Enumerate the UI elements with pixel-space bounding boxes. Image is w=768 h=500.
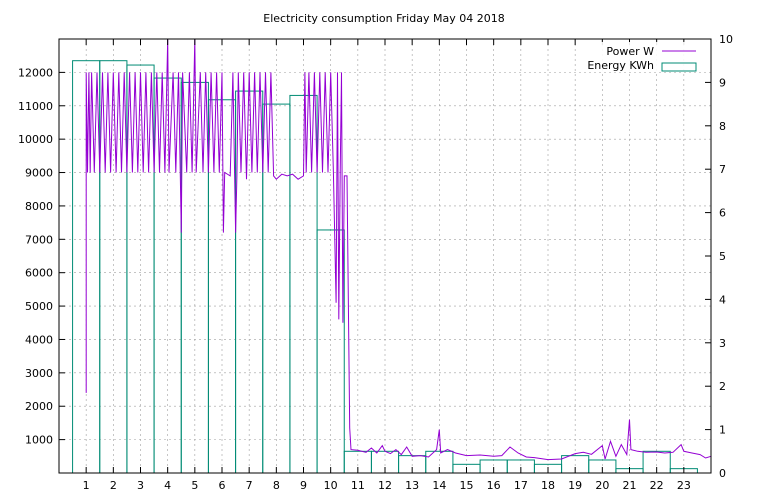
x-tick-label: 15 <box>460 479 474 492</box>
x-tick-label: 14 <box>432 479 446 492</box>
y-tick-label: 6000 <box>25 267 53 280</box>
y2-tick-label: 3 <box>719 337 726 350</box>
y2-tick-label: 4 <box>719 293 726 306</box>
x-tick-label: 1 <box>83 479 90 492</box>
y2-tick-label: 1 <box>719 424 726 437</box>
x-tick-label: 9 <box>300 479 307 492</box>
x-tick-label: 19 <box>568 479 582 492</box>
y2-tick-label: 7 <box>719 163 726 176</box>
legend-swatch-energy <box>661 62 697 72</box>
y-tick-label: 11000 <box>18 100 53 113</box>
x-tick-label: 12 <box>378 479 392 492</box>
legend-label-power: Power W <box>606 45 654 58</box>
legend-box <box>585 42 705 72</box>
x-tick-label: 11 <box>351 479 365 492</box>
x-tick-label: 10 <box>324 479 338 492</box>
x-tick-label: 6 <box>219 479 226 492</box>
y-tick-label: 1000 <box>25 434 53 447</box>
x-tick-label: 18 <box>541 479 555 492</box>
y2-tick-label: 5 <box>719 250 726 263</box>
legend-label-energy: Energy KWh <box>587 59 654 72</box>
x-tick-label: 7 <box>246 479 253 492</box>
chart-title: Electricity consumption Friday May 04 20… <box>263 12 504 25</box>
x-tick-label: 2 <box>110 479 117 492</box>
legend: Power W Energy KWh <box>585 42 705 72</box>
x-tick-label: 8 <box>273 479 280 492</box>
x-tick-label: 3 <box>137 479 144 492</box>
x-tick-label: 21 <box>623 479 637 492</box>
power-line-layer <box>85 38 712 461</box>
energy-bar-10 <box>316 229 345 474</box>
y-tick-label: 5000 <box>25 300 53 313</box>
y2-tick-label: 8 <box>719 120 726 133</box>
y-tick-label: 12000 <box>18 66 53 79</box>
y-tick-label: 8000 <box>25 200 53 213</box>
y-tick-label: 2000 <box>25 400 53 413</box>
y2-tick-label: 10 <box>719 33 733 46</box>
power-line <box>85 38 712 461</box>
y-tick-label: 9000 <box>25 167 53 180</box>
y-tick-label: 3000 <box>25 367 53 380</box>
x-tick-label: 22 <box>650 479 664 492</box>
x-tick-label: 20 <box>595 479 609 492</box>
plot-frame <box>58 38 712 474</box>
y2-tick-label: 0 <box>719 467 726 480</box>
x-tick-label: 4 <box>164 479 171 492</box>
x-tick-label: 23 <box>677 479 691 492</box>
tick-labels: 1 2 3 4 5 6 7 8 9 10 11 12 13 14 15 16 17 18 19 20 21 22 23100… <box>18 33 733 492</box>
y2-tick-label: 6 <box>719 207 726 220</box>
x-tick-label: 13 <box>405 479 419 492</box>
y-tick-label: 4000 <box>25 333 53 346</box>
grid-layer <box>59 39 711 473</box>
x-tick-label: 17 <box>514 479 528 492</box>
y2-tick-label: 9 <box>719 76 726 89</box>
y-tick-label: 7000 <box>25 233 53 246</box>
y-tick-label: 10000 <box>18 133 53 146</box>
y2-tick-label: 2 <box>719 380 726 393</box>
x-tick-label: 16 <box>487 479 501 492</box>
axes <box>58 38 712 474</box>
x-tick-label: 5 <box>191 479 198 492</box>
